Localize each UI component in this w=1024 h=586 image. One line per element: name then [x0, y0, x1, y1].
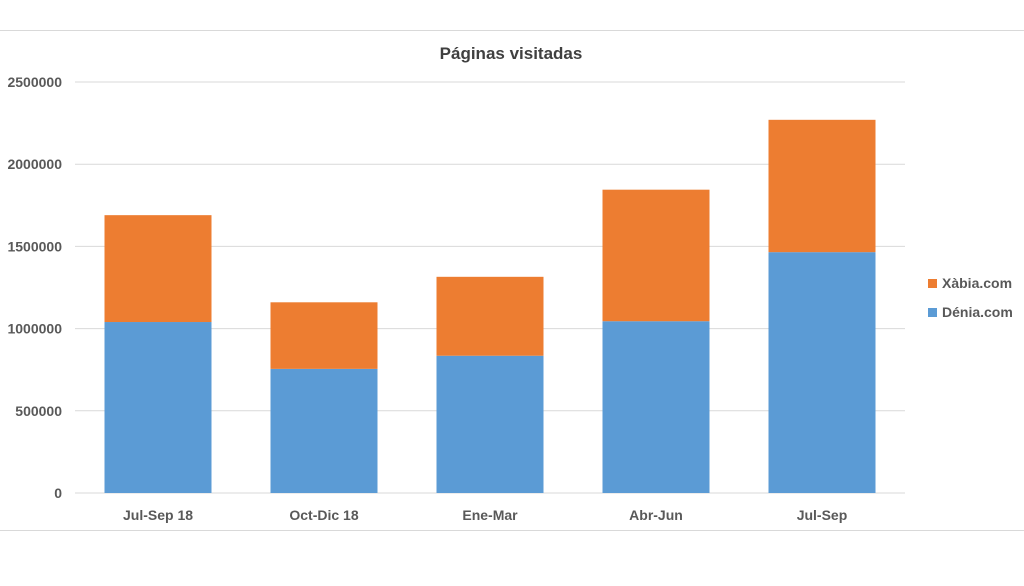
y-tick-label: 2500000 — [7, 74, 62, 90]
legend: Xàbia.com Dénia.com — [928, 275, 1013, 320]
bottom-border — [0, 530, 1024, 531]
legend-label: Dénia.com — [942, 304, 1013, 320]
x-tick-label: Oct-Dic 18 — [289, 507, 358, 523]
legend-label: Xàbia.com — [942, 275, 1012, 291]
y-tick-label: 1000000 — [7, 321, 62, 337]
x-tick-label: Ene-Mar — [462, 507, 518, 523]
x-tick-label: Jul-Sep 18 — [123, 507, 193, 523]
x-tick-label: Jul-Sep — [797, 507, 848, 523]
bar-xabia-1 — [270, 302, 378, 369]
y-axis-ticks: 0 500000 1000000 1500000 2000000 2500000 — [7, 74, 62, 501]
legend-swatch — [928, 308, 937, 317]
bar-xabia-4 — [768, 119, 876, 253]
bar-denia-0 — [104, 322, 212, 493]
bar-denia-4 — [768, 252, 876, 493]
bar-xabia-0 — [104, 215, 212, 323]
legend-swatch — [928, 279, 937, 288]
y-tick-label: 2000000 — [7, 156, 62, 172]
chart-title: Páginas visitadas — [440, 44, 583, 63]
top-border — [0, 30, 1024, 31]
bars — [104, 119, 876, 493]
bar-denia-2 — [436, 355, 544, 493]
y-tick-label: 0 — [54, 485, 62, 501]
y-tick-label: 500000 — [15, 403, 62, 419]
x-tick-label: Abr-Jun — [629, 507, 683, 523]
bar-denia-3 — [602, 321, 710, 493]
bar-xabia-3 — [602, 189, 710, 322]
y-tick-label: 1500000 — [7, 238, 62, 254]
bar-denia-1 — [270, 368, 378, 493]
bar-xabia-2 — [436, 276, 544, 356]
x-axis-ticks: Jul-Sep 18 Oct-Dic 18 Ene-Mar Abr-Jun Jul-Se… — [123, 507, 847, 523]
